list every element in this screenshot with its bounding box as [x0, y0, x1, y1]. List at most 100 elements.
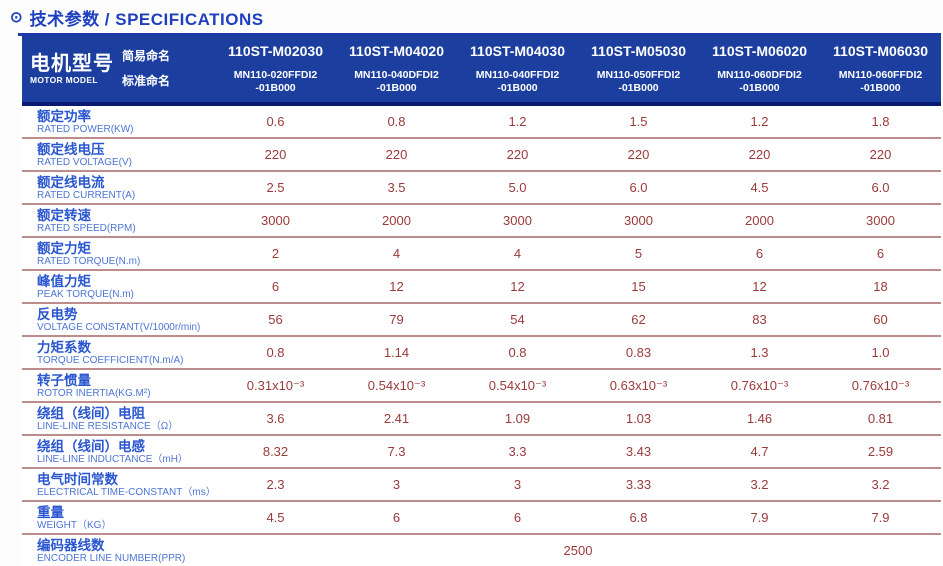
spec-row-label: 额定线电流 RATED CURRENT(A) [22, 175, 215, 201]
table-body: 额定功率 RATED POWER(KW) 0.6 0.8 1.2 1.5 1.2 1.8 … [22, 106, 941, 566]
motor-model-label-en: MOTOR MODEL [30, 75, 98, 85]
spec-value-cell: 2000 [745, 213, 774, 228]
spec-value-cell: 83 [752, 312, 767, 327]
spec-label-en: RATED TORQUE(N.m) [37, 255, 141, 267]
spec-value-cell: 220 [627, 147, 650, 162]
spec-row: 额定线电流 RATED CURRENT(A) 2.5 3.5 5.0 6.0 4.5 6.… [22, 172, 941, 205]
spec-row: 额定线电压 RATED VOLTAGE(V) 220 220 220 220 220 22… [22, 139, 941, 172]
spec-row-label: 额定力矩 RATED TORQUE(N.m) [22, 241, 215, 267]
spec-value-cell: 3000 [261, 213, 290, 228]
spec-value-cell: 3.43 [625, 444, 652, 459]
spec-value-cell: 0.81 [867, 411, 894, 426]
model-standard-name: MN110-050FFDI2 -01B000 [596, 68, 681, 95]
spec-value-cell: 0.76x10⁻³ [730, 377, 789, 393]
spec-value-cell: 56 [268, 312, 283, 327]
spec-value-cell: 4 [392, 246, 401, 261]
title-underline [18, 33, 941, 36]
spec-row: 额定转速 RATED SPEED(RPM) 3000 2000 3000 3000 20… [22, 205, 941, 238]
spec-label-zh: 绕组（线间）电阻 [37, 405, 145, 421]
spec-value-cell: 1.2 [508, 114, 527, 129]
spec-label-zh: 额定线电流 [37, 174, 105, 190]
spec-value-cell: 6 [271, 279, 280, 294]
spec-value-cell: 4.5 [266, 510, 285, 525]
spec-row: 重量 WEIGHT（KG） 4.5 6 6 6.8 7.9 7.9 [22, 502, 941, 535]
spec-value-cell: 1.14 [383, 345, 410, 360]
spec-row-label: 重量 WEIGHT（KG） [22, 505, 215, 531]
spec-value-cell: 4 [513, 246, 522, 261]
spec-value-cell: 6.0 [629, 180, 648, 195]
spec-label-en: RATED VOLTAGE(V) [37, 156, 133, 168]
spec-value-cell: 1.8 [871, 114, 890, 129]
spec-value-cell: 7.3 [387, 444, 406, 459]
spec-value-cell: 3.33 [625, 477, 652, 492]
table-header-corner: 电机型号 MOTOR MODEL 简易命名 标准命名 [22, 36, 215, 102]
model-column-header: 110ST-M06020 MN110-060DFDI2 -01B000 [699, 36, 820, 102]
spec-value-cell: 18 [873, 279, 888, 294]
spec-row-label: 绕组（线间）电感 LINE-LINE INDUCTANCE（mH） [22, 439, 215, 465]
spec-value-cell: 1.5 [629, 114, 648, 129]
spec-label-zh: 额定功率 [37, 108, 91, 124]
spec-value-cell: 3000 [503, 213, 532, 228]
spec-label-en: ROTOR INERTIA(KG.M²) [37, 387, 151, 399]
spec-value-cell: 2.5 [266, 180, 285, 195]
spec-value-cell: 220 [264, 147, 287, 162]
spec-value-cell: 6 [876, 246, 885, 261]
spec-label-zh: 绕组（线间）电感 [37, 438, 145, 454]
spec-value-cell: 0.8 [266, 345, 285, 360]
spec-label-en: LINE-LINE INDUCTANCE（mH） [37, 453, 188, 465]
spec-row: 转子惯量 ROTOR INERTIA(KG.M²) 0.31x10⁻³ 0.54x… [22, 370, 941, 403]
spec-value-cell: 1.3 [750, 345, 769, 360]
spec-value-cell: 6.0 [871, 180, 890, 195]
spec-row-label: 电气时间常数 ELECTRICAL TIME-CONSTANT（ms） [22, 471, 216, 498]
spec-value-cell: 1.0 [871, 345, 890, 360]
spec-value-cell: 62 [631, 312, 646, 327]
spec-value-cell: 220 [506, 147, 529, 162]
spec-label-zh: 额定转速 [37, 207, 91, 223]
model-column-header: 110ST-M05030 MN110-050FFDI2 -01B000 [578, 36, 699, 102]
spec-value-cell: 2 [271, 246, 280, 261]
spec-row-label: 额定线电压 RATED VOLTAGE(V) [22, 142, 215, 168]
spec-label-zh: 力矩系数 [37, 339, 91, 355]
model-standard-name: MN110-040FFDI2 -01B000 [475, 68, 560, 95]
spec-value-cell: 1.09 [504, 411, 531, 426]
page-title: 技术参数 / SPECIFICATIONS [29, 10, 264, 29]
spec-value-cell: 220 [385, 147, 408, 162]
spec-label-zh: 电气时间常数 [37, 471, 118, 487]
spec-row: 峰值力矩 PEAK TORQUE(N.m) 6 12 12 15 12 18 [22, 271, 941, 304]
spec-value-cell: 3.2 [871, 477, 890, 492]
spec-value-cell: 2.59 [867, 444, 894, 459]
spec-value-cell: 0.83 [625, 345, 652, 360]
spec-row-label: 额定功率 RATED POWER(KW) [22, 109, 215, 135]
spec-row: 力矩系数 TORQUE COEFFICIENT(N.m/A) 0.8 1.14 0.… [22, 337, 941, 370]
standard-name-label: 标准命名 [122, 74, 171, 88]
spec-row: 反电势 VOLTAGE CONSTANT(V/1000r/min) 56 79 54… [22, 304, 941, 337]
table-header: 电机型号 MOTOR MODEL 简易命名 标准命名 110ST-M02030 … [22, 36, 941, 106]
spec-label-zh: 转子惯量 [37, 372, 91, 388]
naming-labels: 简易命名 标准命名 [122, 36, 215, 102]
spec-value-cell: 79 [389, 312, 404, 327]
model-column-header: 110ST-M06030 MN110-060FFDI2 -01B000 [820, 36, 941, 102]
simple-name-label: 简易命名 [122, 49, 171, 63]
spec-value-cell: 2500 [563, 543, 593, 558]
section-title-bar: ⊙ 技术参数 / SPECIFICATIONS [0, 0, 943, 36]
specifications-table: 电机型号 MOTOR MODEL 简易命名 标准命名 110ST-M02030 … [22, 36, 941, 566]
spec-row-label: 力矩系数 TORQUE COEFFICIENT(N.m/A) [22, 340, 215, 366]
model-simple-name: 110ST-M06030 [833, 43, 928, 59]
spec-value-cell: 4.7 [750, 444, 769, 459]
spec-row-label: 转子惯量 ROTOR INERTIA(KG.M²) [22, 373, 215, 399]
spec-row: 电气时间常数 ELECTRICAL TIME-CONSTANT（ms） 2.3 3… [22, 469, 941, 502]
model-column-header: 110ST-M04020 MN110-040DFDI2 -01B000 [336, 36, 457, 102]
model-standard-name: MN110-040DFDI2 -01B000 [354, 68, 439, 95]
spec-row-label: 额定转速 RATED SPEED(RPM) [22, 208, 215, 234]
spec-value-cell: 5.0 [508, 180, 527, 195]
spec-label-en: RATED POWER(KW) [37, 123, 134, 135]
spec-label-zh: 峰值力矩 [37, 273, 91, 289]
spec-row: 绕组（线间）电阻 LINE-LINE RESISTANCE（Ω） 3.6 2.41… [22, 403, 941, 436]
spec-label-en: VOLTAGE CONSTANT(V/1000r/min) [37, 321, 201, 333]
model-standard-name: MN110-020FFDI2 -01B000 [233, 68, 318, 95]
spec-row: 编码器线数 ENCODER LINE NUMBER(PPR) 2500 [22, 535, 941, 566]
spec-value-cell: 6 [392, 510, 401, 525]
spec-value-cell: 3.2 [750, 477, 769, 492]
spec-label-zh: 编码器线数 [37, 537, 105, 553]
model-simple-name: 110ST-M05030 [591, 43, 686, 59]
